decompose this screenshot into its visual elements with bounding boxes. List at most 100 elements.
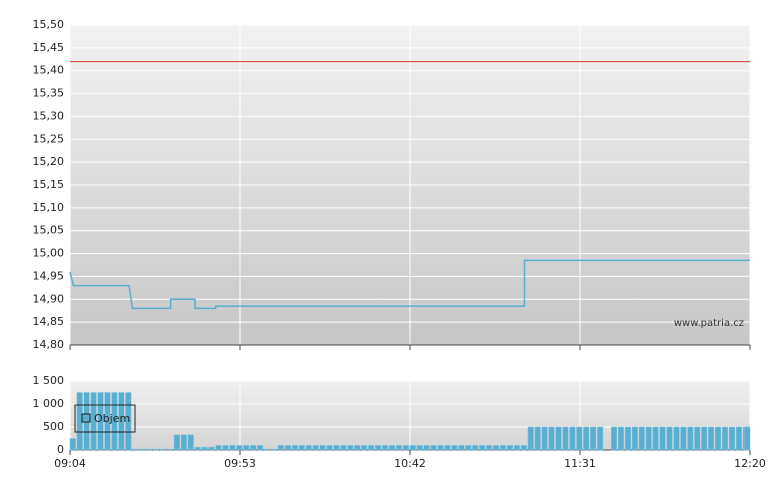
volume-bar xyxy=(354,445,361,451)
y-tick-label: 15,10 xyxy=(33,201,65,214)
volume-bar xyxy=(666,426,673,451)
volume-bar xyxy=(257,445,264,451)
volume-bar xyxy=(347,445,354,451)
volume-bar xyxy=(173,434,180,451)
volume-bar xyxy=(291,445,298,451)
volume-bar xyxy=(284,445,291,451)
x-tick-label: 12:20 xyxy=(734,457,766,470)
volume-bar xyxy=(744,426,751,451)
volume-bar xyxy=(187,434,194,451)
volume-bar xyxy=(388,445,395,451)
volume-bar xyxy=(610,426,618,451)
volume-bar xyxy=(250,445,257,451)
volume-bar xyxy=(395,445,402,451)
legend-swatch xyxy=(81,413,91,423)
volume-bar xyxy=(375,445,382,451)
y-tick-label: 15,45 xyxy=(33,41,65,54)
volume-bar xyxy=(624,426,631,451)
x-tick-label: 09:04 xyxy=(54,457,86,470)
volume-bar xyxy=(645,426,652,451)
volume-bar xyxy=(680,426,687,451)
volume-bar xyxy=(270,448,278,451)
volume-bar xyxy=(493,445,500,451)
volume-bar xyxy=(118,392,125,451)
volume-bar xyxy=(208,446,215,451)
volume-bar xyxy=(104,392,111,451)
volume-bar xyxy=(735,426,742,451)
y-tick-label: 15,05 xyxy=(33,224,65,237)
x-tick-label: 09:53 xyxy=(224,457,256,470)
volume-bar xyxy=(229,445,236,451)
volume-bar xyxy=(236,445,243,451)
volume-bar xyxy=(451,445,458,451)
x-tick-label: 10:42 xyxy=(394,457,426,470)
volume-bar xyxy=(715,426,722,451)
volume-bar xyxy=(423,445,430,451)
volume-bar xyxy=(659,426,666,451)
y-tick-label: 15,15 xyxy=(33,178,65,191)
volume-bar xyxy=(222,445,229,451)
y-tick-label: 1 000 xyxy=(33,397,65,410)
volume-bar xyxy=(132,448,139,451)
volume-bar xyxy=(687,426,694,451)
y-tick-label: 14,90 xyxy=(33,292,65,305)
legend-box xyxy=(74,404,136,433)
volume-bar xyxy=(368,445,375,451)
volume-bar xyxy=(576,426,583,451)
volume-bar xyxy=(444,445,451,451)
y-tick-label: 14,80 xyxy=(33,338,65,351)
volume-bar xyxy=(243,445,250,451)
volume-bar xyxy=(277,445,284,451)
volume-bar xyxy=(201,446,208,451)
y-tick-label: 15,30 xyxy=(33,109,65,122)
watermark: www.patria.cz xyxy=(674,318,744,329)
volume-bar xyxy=(416,445,423,451)
volume-bar xyxy=(146,448,153,451)
volume-bar xyxy=(458,445,465,451)
volume-bar xyxy=(638,426,645,451)
volume-bar xyxy=(590,426,597,451)
y-tick-label: 15,35 xyxy=(33,87,65,100)
y-tick-label: 15,25 xyxy=(33,132,65,145)
volume-bar xyxy=(652,426,659,451)
volume-bar xyxy=(333,445,340,451)
volume-bar xyxy=(694,426,701,451)
x-tick-label: 11:31 xyxy=(564,457,596,470)
volume-bar xyxy=(319,445,326,451)
volume-bar xyxy=(472,445,479,451)
volume-bar xyxy=(409,445,416,451)
volume-bar xyxy=(125,392,132,451)
volume-bar xyxy=(527,426,534,451)
volume-bar xyxy=(298,445,305,451)
volume-bar xyxy=(194,446,201,451)
volume-bar xyxy=(90,392,97,451)
volume-bar xyxy=(555,426,562,451)
y-tick-label: 15,20 xyxy=(33,155,65,168)
legend-label: Objem xyxy=(94,412,130,425)
y-tick-label: 15,40 xyxy=(33,64,65,77)
price-line xyxy=(69,259,750,310)
volume-bar xyxy=(597,426,604,451)
volume-bar xyxy=(569,426,576,451)
y-tick-label: 500 xyxy=(43,420,64,433)
volume-bar xyxy=(583,426,590,451)
volume-bar xyxy=(562,426,569,451)
volume-bar xyxy=(340,445,347,451)
volume-bar xyxy=(486,445,493,451)
volume-bar xyxy=(111,392,118,451)
volume-bar xyxy=(548,426,555,451)
y-tick-label: 15,00 xyxy=(33,247,65,260)
volume-bar xyxy=(312,445,319,451)
y-tick-label: 0 xyxy=(57,443,64,456)
y-tick-label: 15,50 xyxy=(33,18,65,31)
y-tick-label: 14,95 xyxy=(33,269,65,282)
y-tick-label: 14,85 xyxy=(33,315,65,328)
volume-bar xyxy=(402,445,409,451)
volume-bar xyxy=(361,445,368,451)
volume-bar xyxy=(305,445,312,451)
volume-bar xyxy=(159,448,167,451)
volume-bar xyxy=(499,445,507,451)
volume-bar xyxy=(479,445,486,451)
volume-bar xyxy=(513,445,520,451)
